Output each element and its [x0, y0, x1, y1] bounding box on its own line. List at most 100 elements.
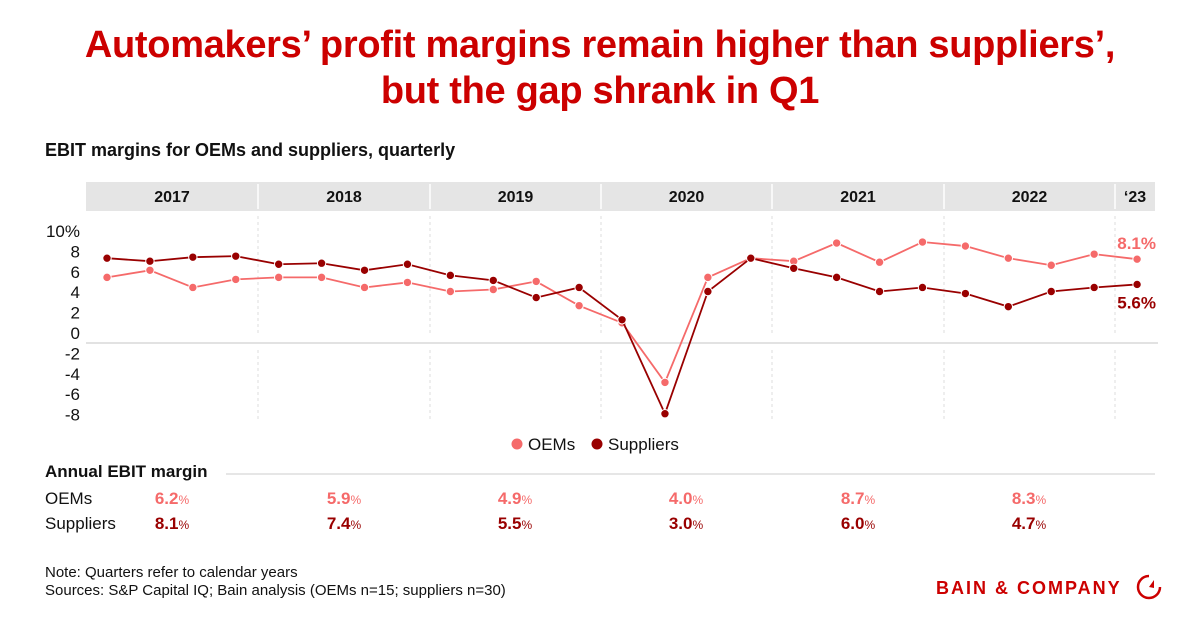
title-line-1: Automakers’ profit margins remain higher…: [84, 24, 1116, 66]
data-point-suppliers: [746, 253, 756, 263]
data-point-suppliers: [359, 265, 370, 275]
annual-oems-value: 8.7%: [840, 489, 876, 508]
data-point-suppliers: [188, 252, 198, 262]
data-point-suppliers: [831, 272, 842, 283]
data-point-oems: [574, 300, 584, 311]
data-point-suppliers: [231, 251, 241, 261]
annual-oems-value: 4.9%: [497, 489, 533, 508]
data-point-oems: [531, 276, 541, 287]
year-label: 2018: [326, 189, 362, 206]
data-point-oems: [359, 282, 370, 293]
data-point-suppliers: [703, 286, 713, 297]
y-tick-label: 6: [71, 263, 80, 282]
annual-oems-value: 4.0%: [668, 489, 704, 508]
data-point-oems: [188, 282, 198, 293]
data-point-suppliers: [660, 409, 670, 419]
data-point-oems: [1132, 254, 1142, 264]
annual-suppliers-value: 8.1%: [154, 514, 190, 533]
data-point-oems: [445, 286, 456, 297]
annual-suppliers-value: 4.7%: [1011, 514, 1047, 533]
data-point-suppliers: [316, 258, 327, 268]
legend-marker-suppliers: [591, 438, 603, 450]
annual-oems-value: 6.2%: [154, 489, 190, 508]
y-tick-label: 2: [71, 304, 80, 323]
data-point-suppliers: [917, 282, 928, 293]
chart-subtitle: EBIT margins for OEMs and suppliers, qua…: [45, 140, 456, 160]
logo-icon: [1136, 574, 1162, 600]
annual-suppliers-value: 5.5%: [497, 514, 533, 533]
data-point-suppliers: [960, 288, 971, 299]
annual-title: Annual EBIT margin: [45, 462, 208, 481]
data-point-suppliers: [789, 263, 799, 273]
annual-supplier-label: Suppliers: [45, 514, 116, 533]
year-label: 2022: [1012, 189, 1048, 206]
data-point-oems: [316, 272, 327, 283]
y-tick-label: -4: [65, 365, 80, 384]
annual-divider: [226, 473, 1155, 475]
end-label-oems: 8.1%: [1117, 234, 1156, 253]
data-point-suppliers: [1046, 286, 1056, 297]
data-point-oems: [874, 257, 885, 267]
data-point-oems: [703, 272, 713, 283]
data-point-oems: [145, 265, 155, 275]
annual-suppliers-value: 6.0%: [840, 514, 876, 533]
data-point-oems: [831, 238, 842, 248]
data-point-oems: [488, 284, 498, 295]
y-tick-label: -2: [65, 344, 80, 363]
chart-title: Automakers’ profit margins remain higher…: [0, 22, 1200, 114]
annual-oems-value: 8.3%: [1011, 489, 1047, 508]
y-tick-label: -8: [65, 406, 80, 425]
data-point-suppliers: [1003, 301, 1014, 312]
year-label: ‘23: [1124, 189, 1146, 206]
line-chart: 2017 2018 2019 2020 2021 2022 ‘2310%86420-2-4-…: [46, 182, 1158, 454]
note: Note: Quarters refer to calendar years: [45, 564, 298, 581]
data-point-oems: [231, 274, 241, 285]
data-point-oems: [102, 272, 112, 283]
data-point-oems: [273, 272, 284, 283]
y-tick-label: 0: [71, 324, 80, 343]
legend-label: OEMs: [528, 435, 575, 454]
year-label: 2017: [154, 189, 190, 206]
legend-marker-oems: [511, 438, 523, 450]
data-point-suppliers: [531, 292, 541, 303]
data-point-oems: [917, 237, 928, 247]
data-point-suppliers: [102, 253, 112, 263]
data-point-suppliers: [273, 259, 284, 269]
data-point-oems: [1003, 253, 1014, 263]
data-point-suppliers: [617, 315, 627, 325]
data-point-suppliers: [145, 256, 155, 266]
annual-oem-label: OEMs: [45, 489, 93, 508]
data-point-suppliers: [402, 259, 413, 269]
year-band: [86, 182, 1155, 211]
data-point-suppliers: [1132, 279, 1142, 290]
data-point-suppliers: [874, 286, 885, 297]
data-point-suppliers: [1089, 282, 1099, 293]
bain-logo: BAIN & COMPANY: [936, 574, 1162, 600]
series-line-oems: [106, 241, 1138, 385]
data-point-suppliers: [488, 275, 498, 286]
logo-text: BAIN & COMPANY: [936, 578, 1122, 598]
y-tick-label: 10%: [46, 222, 80, 241]
legend-label: Suppliers: [608, 435, 679, 454]
y-tick-label: 4: [71, 283, 80, 302]
y-tick-label: 8: [71, 242, 80, 261]
title-line-2: but the gap shrank in Q1: [380, 70, 820, 112]
year-label: 2019: [498, 189, 534, 206]
data-point-oems: [402, 277, 413, 288]
data-point-oems: [960, 241, 971, 251]
data-point-oems: [1046, 260, 1056, 270]
year-label: 2021: [840, 189, 876, 206]
annual-oems-value: 5.9%: [326, 489, 362, 508]
data-point-suppliers: [574, 282, 584, 293]
sources: Sources: S&P Capital IQ; Bain analysis (…: [45, 582, 506, 599]
series-line-suppliers: [106, 255, 1138, 417]
data-point-suppliers: [445, 270, 456, 281]
year-label: 2020: [669, 189, 705, 206]
data-point-oems: [1089, 249, 1099, 259]
annual-suppliers-value: 7.4%: [326, 514, 362, 533]
data-point-oems: [660, 377, 670, 388]
y-tick-label: -6: [65, 385, 80, 404]
end-label-suppliers: 5.6%: [1117, 293, 1156, 312]
annual-suppliers-value: 3.0%: [668, 514, 704, 533]
